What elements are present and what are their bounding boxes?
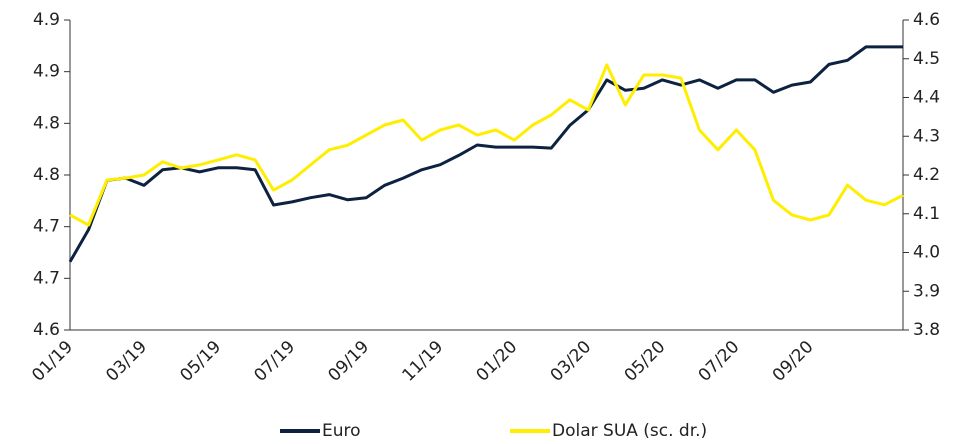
x-tick-label: 03/20 [547,337,596,386]
y-tick-label: 4.7 [33,268,60,288]
y2-tick-label: 3.8 [913,320,940,340]
x-tick-label: 07/19 [250,337,299,386]
y-tick-label: 4.9 [33,62,60,82]
legend-label: Euro [322,421,361,441]
x-tick-label: 11/19 [399,337,448,386]
y2-tick-label: 4.6 [913,10,940,30]
y-tick-label: 4.8 [33,165,60,185]
y2-tick-label: 4.4 [913,88,940,108]
legend-label: Dolar SUA (sc. dr.) [552,421,707,441]
x-tick-label: 05/20 [621,337,670,386]
x-tick-label: 09/20 [769,337,818,386]
y-tick-label: 4.6 [33,320,60,340]
y-tick-label: 4.9 [33,10,60,30]
y-tick-label: 4.7 [33,217,60,237]
x-tick-label: 05/19 [176,337,225,386]
y2-tick-label: 4.2 [913,165,940,185]
y2-tick-label: 3.9 [913,281,940,301]
y2-tick-label: 4.5 [913,49,940,69]
y2-tick-label: 4.1 [913,204,940,224]
x-tick-label: 01/19 [28,337,77,386]
line-series [68,45,903,263]
legend-item: Euro [280,421,361,441]
y2-tick-label: 4.3 [913,126,940,146]
line-series [69,63,904,227]
x-tick-label: 09/19 [324,337,373,386]
x-tick-label: 03/19 [102,337,151,386]
x-tick-label: 01/20 [473,337,522,386]
legend-item: Dolar SUA (sc. dr.) [510,421,707,441]
y2-tick-label: 4.0 [913,243,940,263]
y-tick-label: 4.8 [33,113,60,133]
x-tick-label: 07/20 [695,337,744,386]
